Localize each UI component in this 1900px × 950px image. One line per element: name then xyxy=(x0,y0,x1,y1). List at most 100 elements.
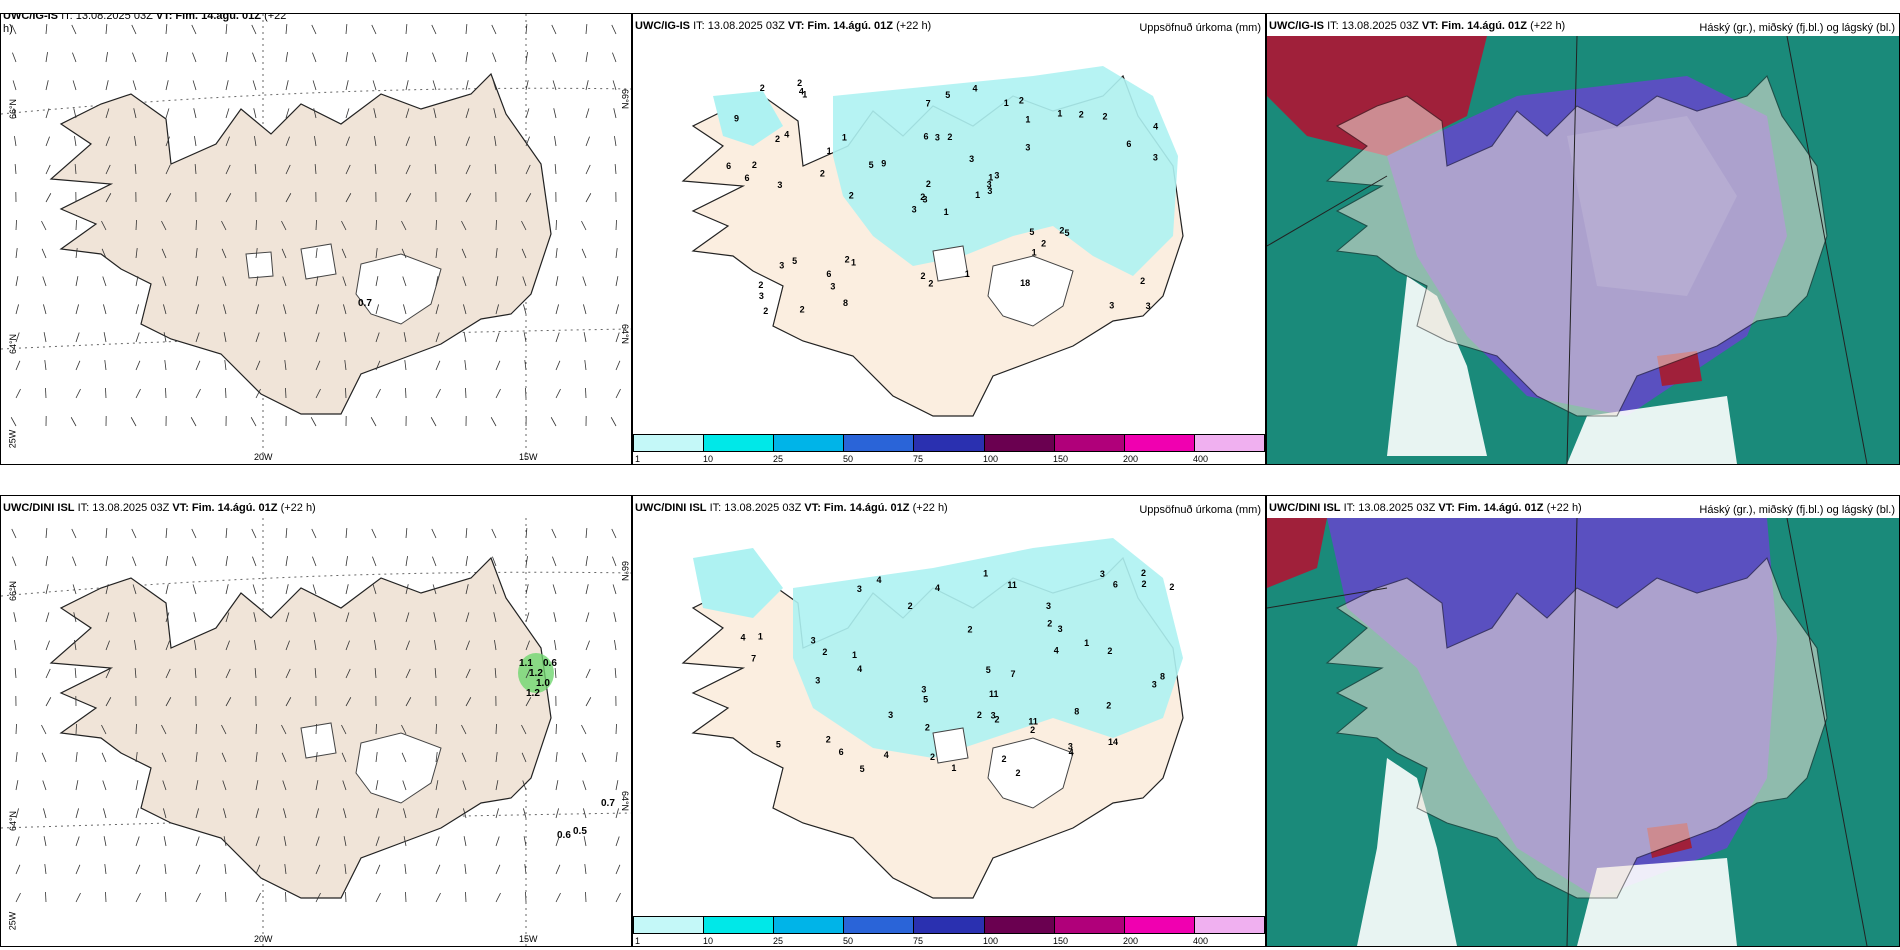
wind-barb xyxy=(42,780,47,791)
wind-barb xyxy=(461,220,467,231)
wind-barb xyxy=(255,276,259,287)
lon-label: 20W xyxy=(254,934,273,944)
wind-barb xyxy=(525,24,528,35)
precip-value: 5 xyxy=(869,160,874,170)
wind-barb xyxy=(135,360,141,371)
wind-barb xyxy=(15,752,18,763)
wind-barb xyxy=(315,388,321,399)
wind-barb xyxy=(45,640,50,651)
precip-value: 1 xyxy=(944,207,949,217)
wind-barb xyxy=(132,556,137,567)
wind-barb xyxy=(465,164,471,175)
wind-barb xyxy=(345,584,349,595)
precip-value: 2 xyxy=(1141,568,1146,578)
wind-barb xyxy=(105,24,108,35)
wind-barb xyxy=(493,612,497,623)
precip-value: 9 xyxy=(881,159,886,169)
cloud-map xyxy=(1267,518,1899,946)
wind-barb xyxy=(585,891,587,903)
wind-barb xyxy=(165,640,170,651)
wind-barb xyxy=(493,108,497,119)
wind-barb xyxy=(195,332,200,343)
precip-value: 1 xyxy=(975,190,980,200)
wind-barb xyxy=(524,360,527,371)
wind-barb xyxy=(525,108,530,119)
value-label: 0.7 xyxy=(358,298,372,309)
wind-barb xyxy=(465,387,467,399)
precip-area xyxy=(713,91,783,146)
precip-value: 2 xyxy=(1015,768,1020,778)
wind-barb xyxy=(284,864,287,875)
lon-label: 20W xyxy=(254,452,273,462)
wind-barb xyxy=(465,556,468,567)
precip-value: 2 xyxy=(1079,109,1084,119)
wind-barb xyxy=(134,164,137,175)
wind-barb xyxy=(465,52,468,63)
precip-value: 3 xyxy=(857,584,862,594)
precip-value: 5 xyxy=(792,256,797,266)
wind-barb xyxy=(135,752,138,763)
wind-barb xyxy=(105,584,109,595)
wind-barb xyxy=(45,612,50,623)
wind-barb xyxy=(343,836,347,847)
wind-barb xyxy=(193,108,197,119)
wind-barb xyxy=(431,24,437,35)
wind-barb xyxy=(610,417,617,427)
wind-barb xyxy=(345,612,350,623)
precip-value: 6 xyxy=(726,161,731,171)
lon-label: 15W xyxy=(519,452,538,462)
wind-barb xyxy=(45,668,51,679)
panel-header: UWC/IG-IS IT: 13.08.2025 03Z VT: Fim. 14… xyxy=(1269,20,1566,32)
precip-value: 2 xyxy=(920,192,925,202)
wind-barb xyxy=(45,52,48,63)
wind-barb xyxy=(105,387,107,399)
wind-barb xyxy=(371,528,377,539)
precip-map: 1232112211133433263593333547653222112322… xyxy=(681,66,1184,417)
wind-barb xyxy=(285,668,291,679)
wind-barb xyxy=(345,668,351,679)
wind-barb xyxy=(375,752,378,763)
wind-barb xyxy=(432,52,437,63)
wind-barb xyxy=(464,360,467,371)
wind-barb xyxy=(461,752,467,763)
wind-barb xyxy=(101,248,107,259)
wind-barb xyxy=(105,556,108,567)
wind-barb xyxy=(14,668,17,679)
wind-barb xyxy=(465,668,471,679)
precip-value: 3 xyxy=(888,710,893,720)
wind-barb xyxy=(581,724,587,735)
wind-barb xyxy=(135,864,141,875)
precip-value: 2 xyxy=(849,190,854,200)
wind-barb xyxy=(404,360,407,371)
wind-barb xyxy=(45,584,49,595)
wind-barb xyxy=(105,52,108,63)
wind-barb xyxy=(135,808,139,819)
wind-barb xyxy=(615,752,618,763)
wind-barb xyxy=(12,556,17,567)
wind-barb xyxy=(195,723,197,735)
wind-barb xyxy=(552,556,557,567)
wind-barb xyxy=(15,808,19,819)
wind-barb xyxy=(521,752,527,763)
wind-barb xyxy=(75,360,81,371)
wind-barb xyxy=(434,136,437,147)
wind-barb xyxy=(15,780,19,791)
wind-barb xyxy=(315,864,321,875)
wind-barb xyxy=(135,388,141,399)
precip-value: 2 xyxy=(822,647,827,657)
wind-barb xyxy=(495,836,500,847)
wind-barb xyxy=(254,136,257,147)
wind-barb xyxy=(345,52,348,63)
precip-value: 4 xyxy=(884,750,889,760)
wind-barb xyxy=(430,417,437,427)
wind-barb xyxy=(315,248,318,259)
wind-barb xyxy=(103,808,107,819)
wind-barb xyxy=(402,276,407,287)
precip-value: 3 xyxy=(935,132,940,142)
wind-barb xyxy=(375,892,381,903)
wind-barb xyxy=(14,640,17,651)
wind-barb xyxy=(461,248,467,259)
wind-barb xyxy=(554,164,557,175)
wind-barb xyxy=(255,808,259,819)
wind-barb xyxy=(165,164,171,175)
